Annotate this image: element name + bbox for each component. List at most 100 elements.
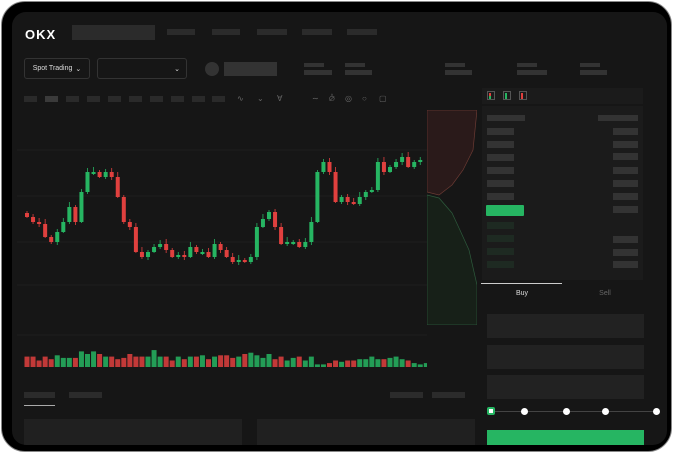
volume-bar [242, 354, 248, 367]
nav-item[interactable] [257, 29, 287, 35]
volume-bar [399, 359, 405, 367]
slider-handle[interactable] [487, 407, 495, 415]
volume-bar [405, 360, 411, 367]
ask-price[interactable] [487, 193, 514, 200]
candle [49, 237, 54, 242]
slider-stop-50[interactable] [563, 408, 570, 415]
slider-stop-100[interactable] [653, 408, 660, 415]
volume-bar [327, 363, 332, 367]
volume-bar [224, 355, 230, 367]
total-input[interactable] [487, 375, 644, 399]
volume-bar [157, 356, 163, 367]
volume-bar [339, 361, 345, 367]
candle [85, 172, 90, 192]
candlestick-chart[interactable] [17, 110, 427, 372]
bid-price[interactable] [487, 248, 514, 255]
amount-slider-track[interactable] [490, 411, 658, 412]
volume-bar [369, 356, 375, 367]
slider-stop-25[interactable] [521, 408, 528, 415]
amount-input[interactable] [487, 345, 644, 369]
ask-amount [613, 206, 638, 213]
volume-bar [85, 354, 90, 367]
candle [260, 219, 265, 227]
filter-button[interactable] [432, 392, 465, 398]
camera-icon[interactable]: ○ [362, 94, 367, 103]
volume-bar [290, 357, 296, 367]
volume-bar [314, 364, 320, 367]
volume-bar [381, 359, 387, 367]
interval-button[interactable] [150, 96, 163, 102]
wave-icon[interactable]: ∼ [312, 94, 319, 103]
orderbook-bids-icon[interactable] [503, 91, 511, 100]
pair-select[interactable]: ⌄ [97, 58, 187, 79]
interval-button[interactable] [171, 96, 184, 102]
settings-icon[interactable]: ◎ [345, 94, 352, 103]
search-bar[interactable] [72, 25, 155, 40]
candle [230, 257, 235, 262]
tab-buy[interactable]: Buy [515, 290, 529, 297]
interval-button[interactable] [45, 96, 58, 102]
nav-item[interactable] [167, 29, 195, 35]
draw-icon[interactable]: ∀ [277, 94, 283, 103]
coin-icon [205, 62, 219, 76]
volume-bar [254, 355, 260, 367]
interval-button[interactable] [66, 96, 79, 102]
interval-button[interactable] [24, 96, 37, 102]
depth-chart [427, 110, 477, 325]
interval-button[interactable] [108, 96, 121, 102]
volume-bar [278, 356, 284, 367]
indicator-icon[interactable]: ⌄ [257, 94, 264, 103]
stat-value [580, 70, 607, 75]
ask-price[interactable] [487, 167, 514, 174]
volume-bar [54, 355, 60, 367]
trade-type-select[interactable]: Spot Trading ⌄ [24, 58, 90, 79]
volume-bar [302, 360, 308, 367]
candle [363, 192, 368, 197]
interval-button[interactable] [87, 96, 100, 102]
volume-bar [236, 356, 242, 367]
volume-bar [308, 356, 314, 367]
interval-button[interactable] [192, 96, 205, 102]
candle [321, 162, 326, 172]
ask-price[interactable] [487, 141, 514, 148]
buy-submit-button[interactable] [487, 430, 644, 445]
orderbook-both-icon[interactable] [487, 91, 495, 100]
candle [176, 255, 181, 257]
candle [103, 172, 108, 177]
stat-value [445, 70, 472, 75]
volume-bar [163, 356, 169, 367]
line-tool-icon[interactable]: ∿ [237, 94, 244, 103]
interval-button[interactable] [212, 96, 225, 102]
volume-bar [272, 359, 278, 367]
tab-history[interactable] [69, 392, 102, 398]
fullscreen-icon[interactable]: ▢ [379, 94, 387, 103]
ask-price[interactable] [487, 154, 514, 161]
nav-item[interactable] [347, 29, 377, 35]
tab-open-orders[interactable] [24, 392, 55, 398]
candle [188, 247, 193, 257]
ask-amount [613, 167, 638, 174]
interval-button[interactable] [129, 96, 142, 102]
ruler-icon[interactable]: ⦲ [329, 94, 335, 103]
nav-item[interactable] [302, 29, 332, 35]
filter-button[interactable] [390, 392, 423, 398]
volume-bar [78, 351, 84, 367]
chevron-down-icon: ⌄ [75, 65, 82, 73]
volume-bar [218, 355, 224, 367]
slider-stop-75[interactable] [602, 408, 609, 415]
ask-price[interactable] [487, 128, 514, 135]
orderbook-asks-icon[interactable] [519, 91, 527, 100]
bid-amount [613, 249, 638, 256]
candle [212, 244, 217, 257]
volume-bar [199, 355, 205, 367]
bid-price[interactable] [487, 261, 514, 268]
candle [285, 242, 290, 244]
candle [224, 250, 229, 257]
bid-price[interactable] [487, 222, 514, 229]
bid-price[interactable] [487, 235, 514, 242]
tab-sell[interactable]: Sell [599, 290, 611, 297]
ask-price[interactable] [487, 180, 514, 187]
nav-item[interactable] [212, 29, 240, 35]
price-input[interactable] [487, 314, 644, 338]
volume-bar [97, 354, 103, 367]
